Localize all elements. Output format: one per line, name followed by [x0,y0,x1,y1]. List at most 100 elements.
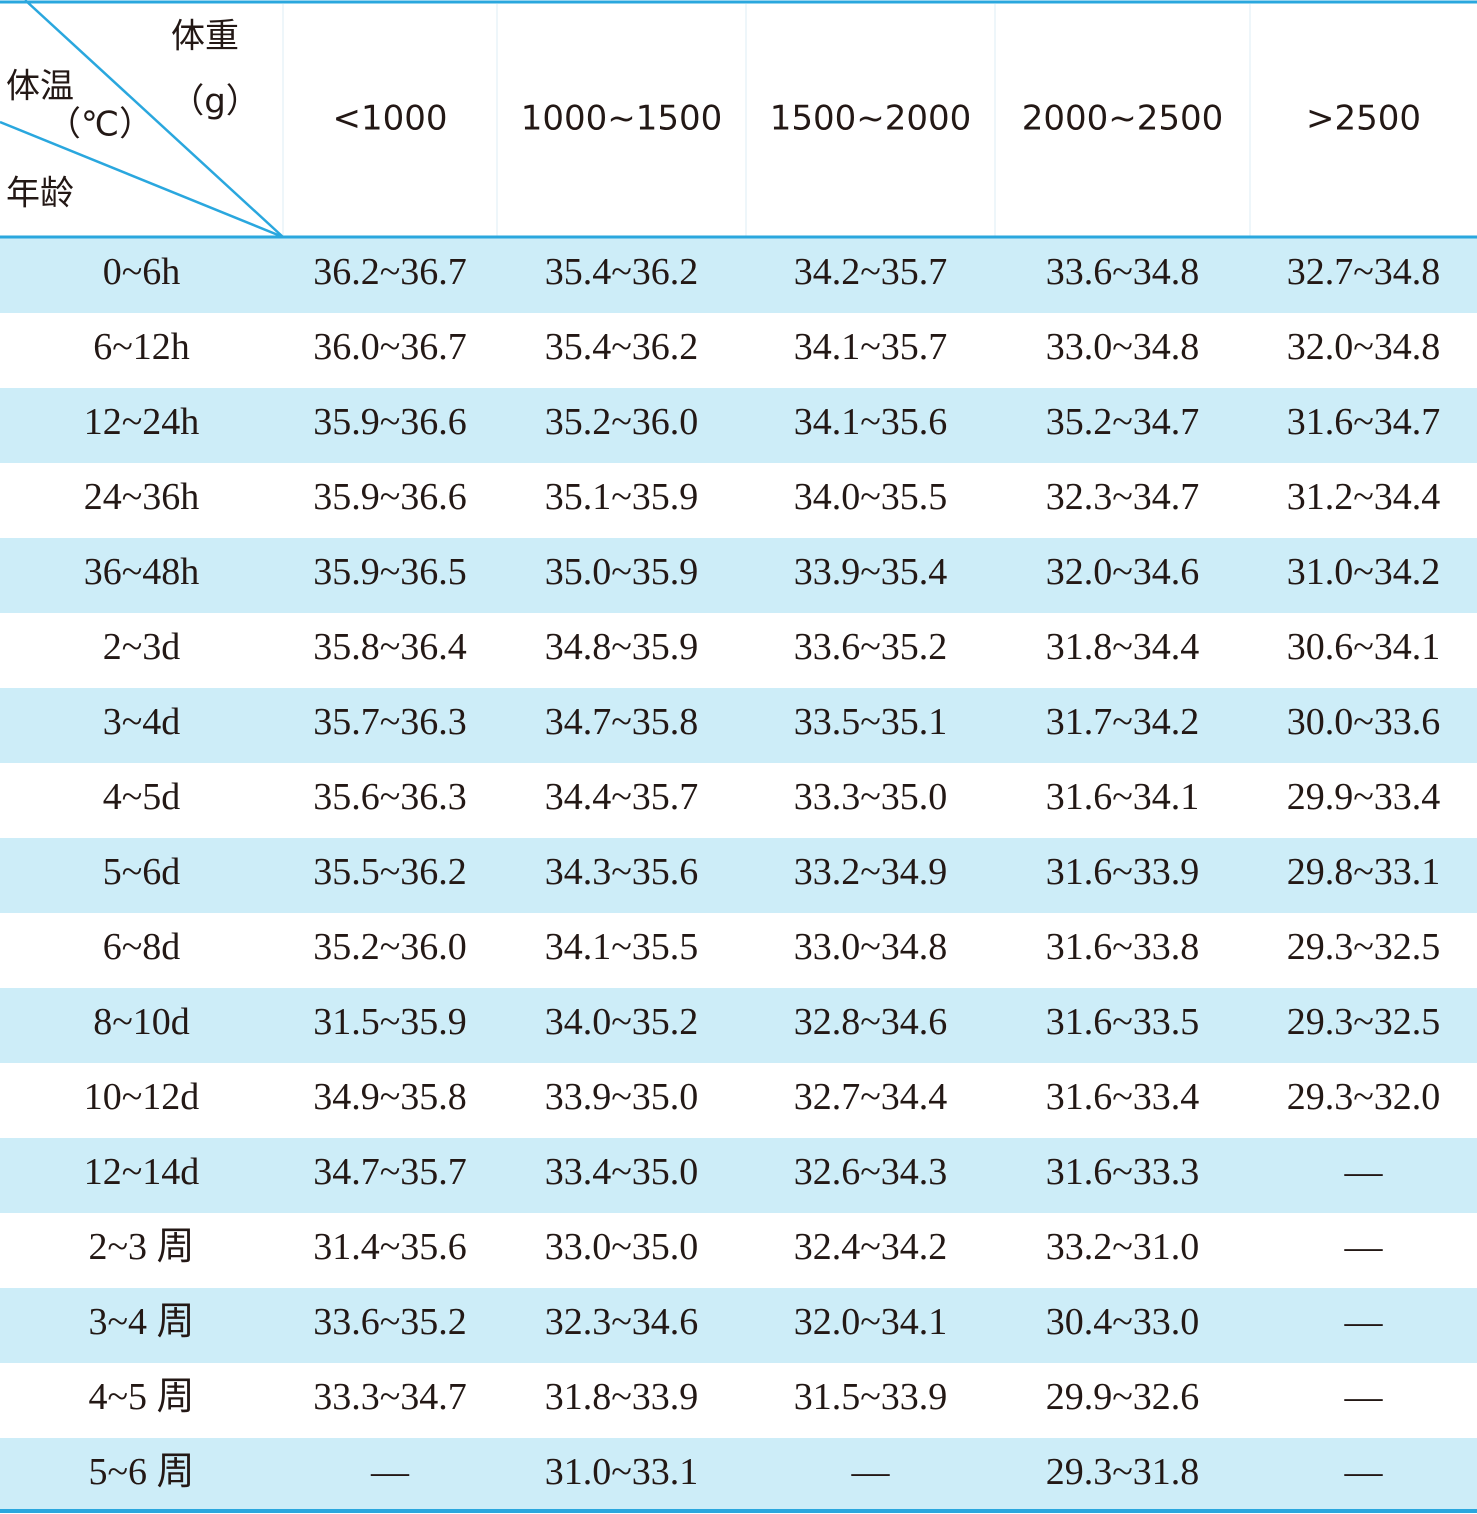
cell: 31.5~33.9 [794,1376,948,1418]
cell: 32.6~34.3 [794,1151,948,1193]
cell: 33.0~35.0 [545,1226,699,1268]
cell: 30.6~34.1 [1287,626,1441,668]
cells: <1000 1000~1500 1500~2000 2000~2500 >2500 0~6… [84,99,1441,1494]
row-stripe [0,388,1477,463]
cell: 32.3~34.7 [1046,476,1200,518]
row-header: 6~8d [103,926,181,968]
cell: 31.6~33.5 [1046,1001,1200,1043]
cell: 35.5~36.2 [313,851,467,893]
cell: 34.1~35.7 [794,326,948,368]
weight-unit: （g） [170,82,260,122]
row-header: 2~3d [103,626,181,668]
cell: 31.8~34.4 [1046,626,1200,668]
cell: — [1344,1451,1384,1493]
cell: 35.2~36.0 [545,401,699,443]
cell: 31.6~33.3 [1046,1151,1200,1193]
row-header: 6~12h [93,326,190,368]
cell: 29.3~31.8 [1046,1451,1200,1493]
cell: 35.0~35.9 [545,551,699,593]
cell: 33.0~34.8 [794,926,948,968]
cell: 35.9~36.6 [313,476,467,518]
cell: 30.0~33.6 [1287,701,1441,743]
cell: 33.3~35.0 [794,776,948,818]
cell: 36.0~36.7 [313,326,467,368]
temp-label: 体温 [6,67,74,107]
row-header: 0~6h [103,251,181,293]
cell: 31.8~33.9 [545,1376,699,1418]
cell: 29.3~32.5 [1287,1001,1441,1043]
row-stripe [0,1438,1477,1513]
cell: 31.5~35.9 [313,1001,467,1043]
cell: 33.2~31.0 [1046,1226,1200,1268]
cell: 34.2~35.7 [794,251,948,293]
cell: 35.9~36.6 [313,401,467,443]
cell: 35.4~36.2 [545,326,699,368]
column-header: <1000 [332,99,447,139]
cell: 34.1~35.6 [794,401,948,443]
row-header: 12~14d [84,1151,200,1193]
cell: — [1344,1301,1384,1343]
cell: 33.4~35.0 [545,1151,699,1193]
cell: 33.6~34.8 [1046,251,1200,293]
cell: 31.2~34.4 [1287,476,1441,518]
cell: — [1344,1226,1384,1268]
cell: — [1344,1376,1384,1418]
cell: 29.9~33.4 [1287,776,1441,818]
cell: 31.6~34.1 [1046,776,1200,818]
cell: 31.6~33.8 [1046,926,1200,968]
cell: 33.6~35.2 [794,626,948,668]
diagonal [0,120,284,239]
row-stripe [0,688,1477,763]
row-header: 10~12d [84,1076,200,1118]
row-header: 3~4d [103,701,181,743]
cell: 33.2~34.9 [794,851,948,893]
age-label: 年龄 [6,174,74,214]
cell: 35.4~36.2 [545,251,699,293]
cell: 32.0~34.6 [1046,551,1200,593]
row-header: 4~5d [103,776,181,818]
row-stripe [0,1138,1477,1213]
cell: 32.0~34.1 [794,1301,948,1343]
cell: 36.2~36.7 [313,251,467,293]
cell: — [370,1451,410,1493]
cell: 34.1~35.5 [545,926,699,968]
cell: 35.2~36.0 [313,926,467,968]
cell: 31.4~35.6 [313,1226,467,1268]
column-header: 1000~1500 [521,99,723,139]
cell: 32.8~34.6 [794,1001,948,1043]
cell: 32.4~34.2 [794,1226,948,1268]
cell: 35.2~34.7 [1046,401,1200,443]
row-header: 2~3 周 [88,1226,194,1268]
row-stripe [0,1288,1477,1363]
cell: 29.3~32.0 [1287,1076,1441,1118]
cell: 34.4~35.7 [545,776,699,818]
row-header: 5~6 周 [88,1451,194,1493]
cell: 34.3~35.6 [545,851,699,893]
cell: 29.8~33.1 [1287,851,1441,893]
cell: 34.7~35.7 [313,1151,467,1193]
cell: — [851,1451,891,1493]
cell: 34.9~35.8 [313,1076,467,1118]
row-stripe [0,988,1477,1063]
cell: 33.0~34.8 [1046,326,1200,368]
row-header: 5~6d [103,851,181,893]
cell: 31.0~33.1 [545,1451,699,1493]
row-stripe [0,538,1477,613]
column-header: 2000~2500 [1022,99,1224,139]
cell: 35.8~36.4 [313,626,467,668]
row-header: 8~10d [93,1001,190,1043]
cell: 32.3~34.6 [545,1301,699,1343]
cell: 30.4~33.0 [1046,1301,1200,1343]
cell: 34.0~35.5 [794,476,948,518]
cell: 35.7~36.3 [313,701,467,743]
column-header: >2500 [1306,99,1421,139]
cell: 31.6~33.4 [1046,1076,1200,1118]
row-header: 3~4 周 [88,1301,194,1343]
cell: 29.9~32.6 [1046,1376,1200,1418]
column-header: 1500~2000 [770,99,972,139]
cell: 34.7~35.8 [545,701,699,743]
row-header: 24~36h [84,476,200,518]
cell: 33.9~35.4 [794,551,948,593]
